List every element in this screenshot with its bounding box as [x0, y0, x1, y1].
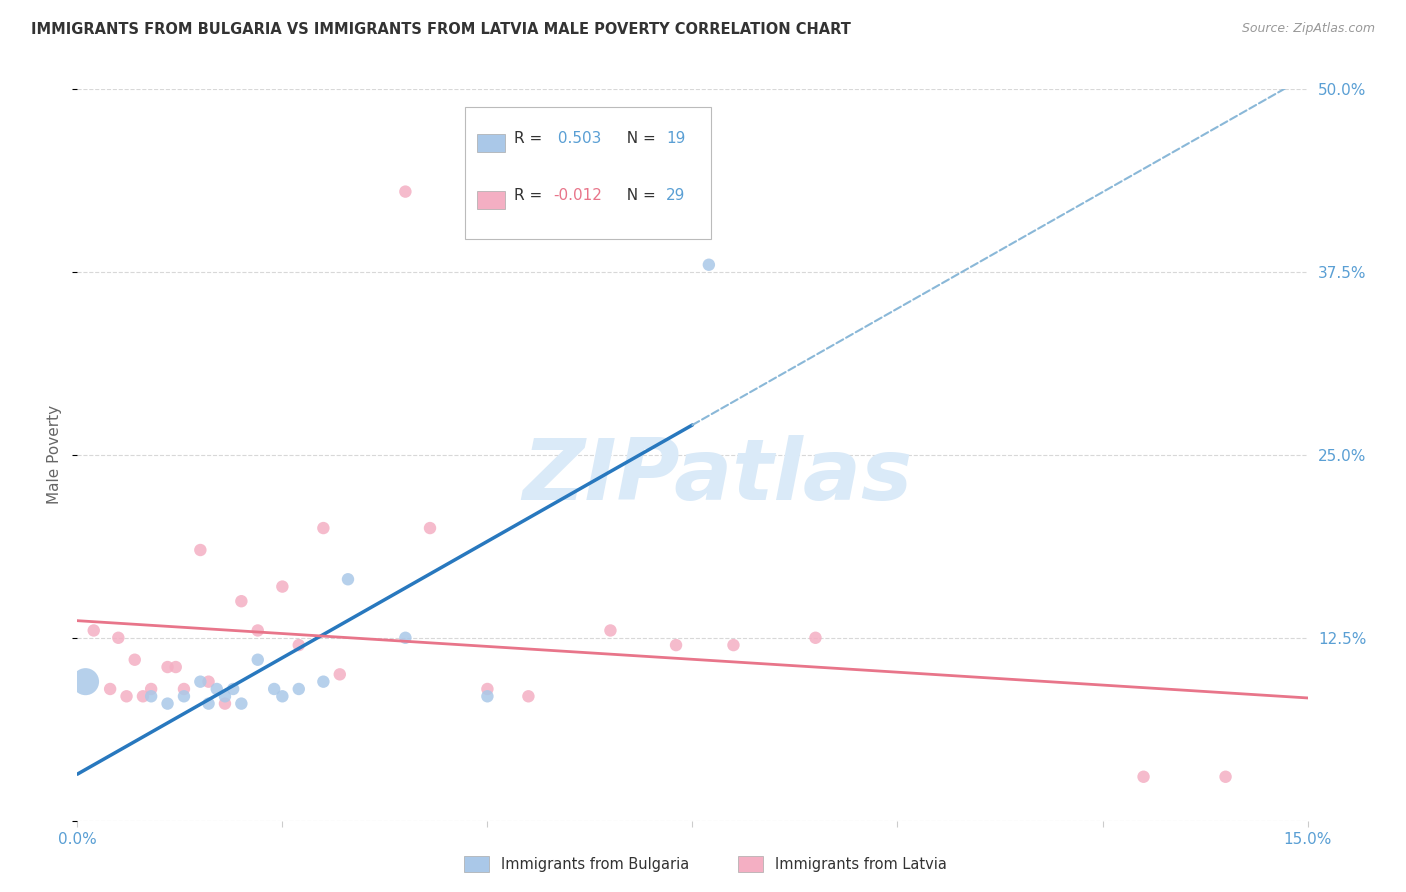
Point: [188, 543, 212, 558]
Point: [231, 697, 253, 711]
Point: [246, 624, 269, 638]
Text: Source: ZipAtlas.com: Source: ZipAtlas.com: [1241, 22, 1375, 36]
Text: Immigrants from Bulgaria: Immigrants from Bulgaria: [501, 857, 689, 871]
Point: [156, 697, 179, 711]
Point: [115, 690, 138, 704]
Point: [132, 690, 155, 704]
Point: [222, 681, 245, 696]
Point: [599, 624, 621, 638]
Point: [394, 185, 416, 199]
Point: [271, 690, 294, 704]
Text: IMMIGRANTS FROM BULGARIA VS IMMIGRANTS FROM LATVIA MALE POVERTY CORRELATION CHAR: IMMIGRANTS FROM BULGARIA VS IMMIGRANTS F…: [31, 22, 851, 37]
Point: [173, 690, 195, 704]
Text: ZIPatlas: ZIPatlas: [522, 435, 912, 518]
Point: [214, 697, 236, 711]
Point: [477, 681, 499, 696]
Point: [98, 681, 121, 696]
Point: [804, 631, 827, 645]
Point: [231, 594, 253, 608]
Point: [107, 631, 129, 645]
Point: [263, 681, 285, 696]
Point: [517, 690, 540, 704]
Point: [337, 572, 360, 586]
Point: [288, 681, 311, 696]
Point: [75, 674, 97, 689]
Point: [312, 674, 335, 689]
Text: R =: R =: [515, 188, 547, 203]
Point: [329, 667, 352, 681]
Point: [205, 681, 228, 696]
Point: [665, 638, 688, 652]
Text: 0.503: 0.503: [554, 131, 602, 146]
Point: [124, 653, 146, 667]
Text: 29: 29: [666, 188, 685, 203]
Point: [723, 638, 745, 652]
Point: [697, 258, 720, 272]
Point: [141, 681, 163, 696]
Text: N =: N =: [617, 131, 661, 146]
Text: N =: N =: [617, 188, 661, 203]
Point: [271, 580, 294, 594]
Point: [288, 638, 311, 652]
Point: [197, 674, 219, 689]
Point: [173, 681, 195, 696]
Y-axis label: Male Poverty: Male Poverty: [46, 405, 62, 505]
Point: [214, 690, 236, 704]
Point: [141, 690, 163, 704]
Point: [156, 660, 179, 674]
Point: [419, 521, 441, 535]
Point: [188, 674, 212, 689]
Point: [477, 690, 499, 704]
Point: [83, 624, 105, 638]
Point: [394, 631, 416, 645]
Point: [312, 521, 335, 535]
Text: 19: 19: [666, 131, 685, 146]
Text: -0.012: -0.012: [554, 188, 602, 203]
Text: R =: R =: [515, 131, 547, 146]
Point: [197, 697, 219, 711]
Text: Immigrants from Latvia: Immigrants from Latvia: [775, 857, 946, 871]
Point: [1215, 770, 1237, 784]
Point: [165, 660, 187, 674]
Point: [1132, 770, 1154, 784]
Point: [246, 653, 269, 667]
